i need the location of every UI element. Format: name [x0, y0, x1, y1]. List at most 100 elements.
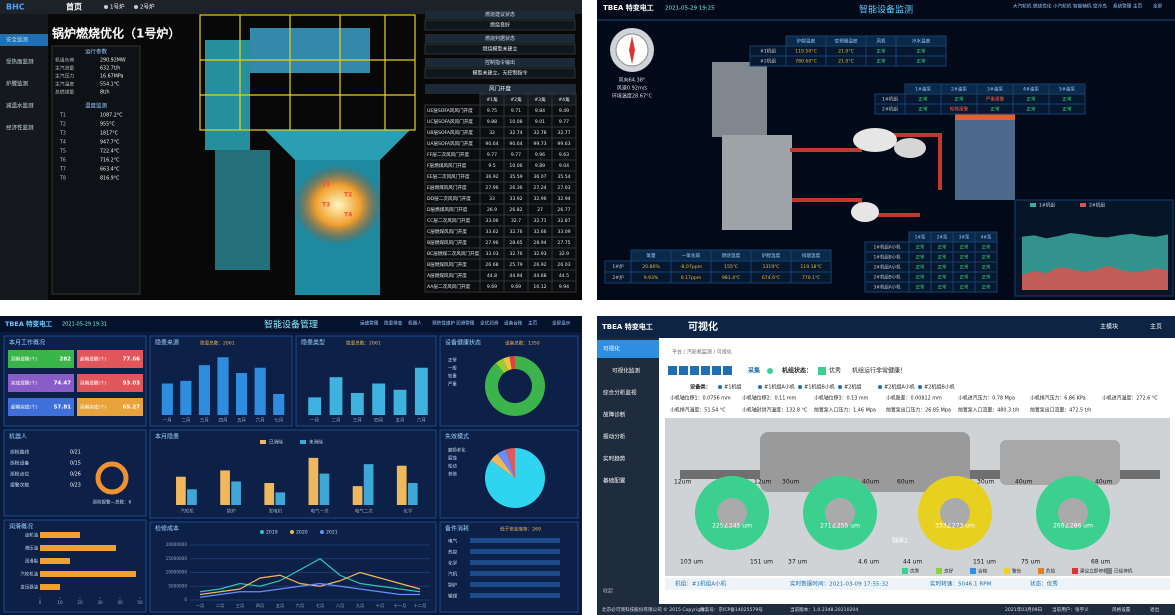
- x-tick-label: 六月: [417, 417, 426, 424]
- table-text: 9.01: [535, 119, 545, 125]
- vib-label: 103 um: [680, 559, 703, 566]
- table-text: 10.06: [509, 163, 522, 169]
- table-text: 正常: [916, 264, 925, 271]
- table-text: 44.5: [559, 273, 569, 279]
- status-text: 机组：#1机组A小机: [675, 580, 727, 588]
- label: #2机组A小机: [884, 384, 915, 391]
- card-title: 机器人: [9, 433, 27, 441]
- footer-text: 备案号：京ICP备14025579号: [700, 606, 763, 613]
- table-text: 119.50°C: [795, 49, 817, 55]
- table-text: 9.88: [487, 119, 497, 125]
- legend-swatch: [1004, 568, 1010, 574]
- table-title-bg: [425, 84, 576, 94]
- table-text: 26.9: [487, 207, 497, 213]
- turbine: [894, 138, 926, 158]
- label: 总燃煤量: [55, 89, 74, 96]
- table-text: 正常: [918, 106, 928, 113]
- footer-text: 退出: [1150, 606, 1160, 613]
- table-text: EE层二次风风门开度: [427, 173, 470, 180]
- x-tick-label: 四月: [219, 418, 228, 424]
- tool-icon: [701, 366, 710, 375]
- table-text: DD层二次风风门开度: [427, 195, 471, 202]
- label: 燃烧模型未建立: [482, 46, 517, 53]
- label: 722.4°C: [100, 149, 120, 155]
- nav-tab: 首页: [66, 2, 82, 12]
- table-text: 32.78: [533, 130, 546, 136]
- table-text: 20.86%: [642, 264, 660, 270]
- label: 巡检设备: [10, 460, 29, 467]
- table-text: 36.92: [485, 174, 498, 180]
- param-panel: [51, 45, 141, 295]
- turbine: [853, 128, 897, 152]
- label: 主汽温度: [55, 81, 74, 88]
- label: 巡检路线: [10, 449, 29, 456]
- logo: BHC: [6, 3, 25, 12]
- x-tick-label: 40: [117, 600, 123, 605]
- table-text: 9.93%: [644, 275, 659, 281]
- radio: [798, 385, 802, 389]
- slice-label: 其他: [448, 471, 457, 478]
- menu-item: 安全监测: [6, 36, 29, 44]
- table-text: 正常: [916, 254, 925, 261]
- sidebar-active: [597, 340, 659, 358]
- slice-label: 腐蚀: [448, 455, 457, 462]
- sidebar: [597, 338, 659, 604]
- table-text: 正常: [916, 274, 925, 281]
- x-tick-label: 三月: [236, 603, 244, 609]
- table-text: 26.82: [509, 207, 522, 213]
- header-bar: [597, 316, 1175, 338]
- legend-swatch: [936, 568, 942, 574]
- measure: 小机排汽压力：6.86 KPa: [1030, 395, 1086, 402]
- label: 输煤: [448, 593, 458, 600]
- x-tick-label: 八月: [336, 603, 344, 609]
- bar: [273, 394, 285, 415]
- table-text: 正常: [938, 244, 947, 251]
- x-tick-label: 四月: [374, 418, 383, 424]
- label: 锅炉: [448, 582, 458, 589]
- table-text: #2机组: [760, 58, 776, 65]
- vib-label: 40um: [1015, 479, 1032, 486]
- card: [439, 521, 579, 613]
- menu-item: 基础配置: [603, 477, 626, 485]
- table-cell: [974, 281, 998, 293]
- label: #1机组: [724, 384, 741, 391]
- table-text: 10.12: [533, 284, 546, 290]
- label: 1817°C: [100, 131, 119, 137]
- table-text: 正常: [982, 274, 991, 281]
- bar: [308, 397, 322, 415]
- legend-dot: [260, 530, 264, 534]
- page-title: 锅炉燃烧优化（1号炉）: [52, 26, 180, 41]
- legend-label: 2#机组: [1089, 202, 1105, 209]
- sidebar-active: [0, 34, 48, 46]
- table-text: 严重报警: [986, 96, 1005, 103]
- table-text: 正常: [960, 254, 969, 261]
- page-title: 智能设备管理: [264, 319, 318, 331]
- shape: [265, 130, 410, 160]
- label: 8t/h: [100, 90, 110, 96]
- label: 燃烧良好: [490, 22, 510, 29]
- table-header: 1#油泵: [915, 86, 931, 93]
- bearing-label: 271∠255 um: [820, 523, 860, 530]
- menu-item: 减温水监测: [6, 102, 34, 110]
- x-tick-label: 十一月: [394, 602, 407, 609]
- table-cell: [551, 280, 577, 293]
- table-text: 36.07: [533, 174, 546, 180]
- table-header: #2角: [510, 96, 522, 103]
- progress: [470, 560, 560, 565]
- footer-bar: [597, 604, 1175, 615]
- label: 0/21: [70, 450, 81, 456]
- table-text: 32.93: [533, 251, 546, 257]
- table-text: 9.5: [488, 163, 495, 169]
- table-text: 27.96: [485, 240, 498, 246]
- bar: [308, 457, 319, 505]
- table-text: 正常: [938, 254, 947, 261]
- label: 716.2°C: [100, 158, 120, 164]
- table-text: 0.17ppm: [681, 275, 702, 281]
- kpi-box: [77, 374, 143, 392]
- radio: [718, 385, 722, 389]
- menu-item: 实时趋势: [603, 455, 626, 463]
- table-text: UC层SOFA风风门开度: [427, 118, 473, 125]
- collapse: 收起: [603, 588, 613, 595]
- header-bar: [0, 316, 582, 332]
- nav-item: 大汽轮机: [1013, 3, 1032, 10]
